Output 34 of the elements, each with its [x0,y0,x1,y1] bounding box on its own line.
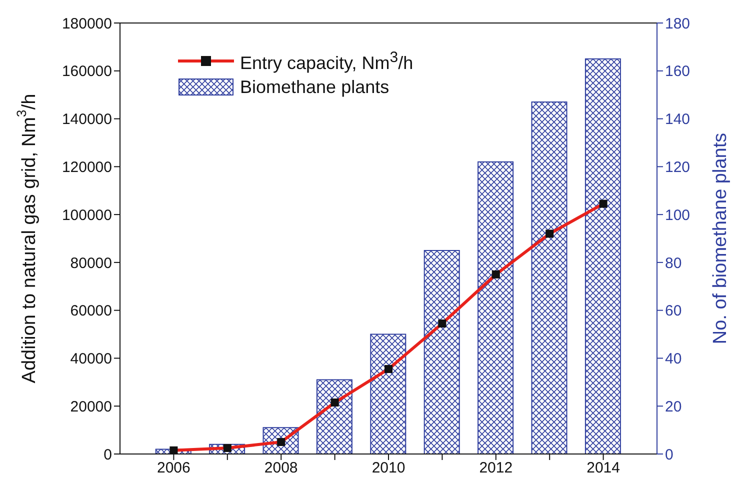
y2-tick-label: 180 [665,15,690,32]
legend-label: Biomethane plants [240,76,390,99]
bar [370,334,406,454]
y-tick-label: 40000 [70,350,112,368]
y-tick-label: 80000 [70,254,112,272]
y-tick-label: 0 [104,446,112,464]
y2-tick-label: 40 [665,350,682,368]
bar [424,250,460,454]
y2-axis-title: No. of biomethane plants [710,132,732,344]
legend-label: Entry capacity, Nm$^{3}$/h [240,48,414,75]
y-tick-label: 100000 [62,206,112,224]
y-tick-label: 20000 [70,398,112,416]
y2-tick-label: 140 [665,111,690,128]
x-tick-label: 2010 [372,460,406,477]
y-tick-label: 140000 [62,111,112,128]
x-tick-label: 2012 [479,460,513,477]
y2-tick-label: 60 [665,302,682,320]
y-tick-label: 60000 [70,302,112,320]
x-tick-label: 2014 [586,460,620,477]
bar [531,102,568,454]
y-tick-label: 180000 [62,15,112,32]
y2-tick-label: 120 [665,158,690,176]
bar [584,58,621,454]
bar [316,379,352,454]
y-tick-label: 160000 [62,63,112,80]
y2-tick-label: 160 [665,63,690,80]
y2-tick-label: 80 [665,254,682,272]
bar [478,161,514,454]
y2-tick-label: 0 [665,446,674,464]
y-tick-label: 120000 [62,158,112,176]
y2-tick-label: 20 [665,398,682,416]
y2-tick-label: 100 [665,206,690,224]
x-tick-label: 2008 [264,460,298,477]
x-tick-label: 2006 [157,460,190,477]
